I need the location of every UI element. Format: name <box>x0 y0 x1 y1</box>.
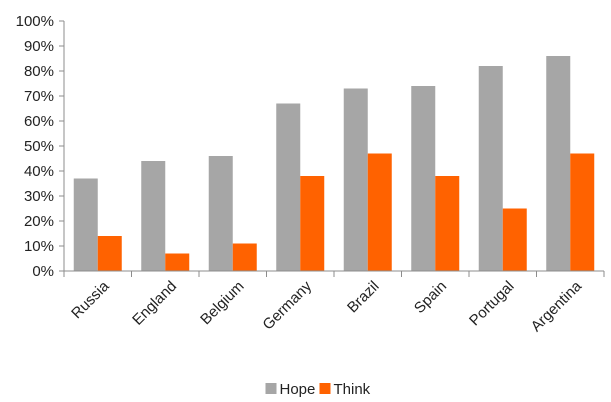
legend-label-hope: Hope <box>280 381 316 398</box>
y-tick-label: 50% <box>24 138 54 155</box>
legend-swatch-hope <box>265 383 277 394</box>
bar-think <box>570 153 595 271</box>
bar-think <box>165 253 190 271</box>
bar-hope <box>546 56 571 271</box>
x-tick-label: Brazil <box>344 278 383 317</box>
bar-think <box>502 208 527 271</box>
bar-hope <box>208 156 233 271</box>
x-tick-label: England <box>129 278 180 329</box>
y-axis: 0% 10% 20% 30% 40% 50% 60% 70% 80% 90% 100% <box>16 13 65 280</box>
y-tick-label: 70% <box>24 88 54 105</box>
legend-label-think: Think <box>334 381 371 398</box>
bar-think <box>300 176 325 271</box>
y-tick-label: 90% <box>24 38 54 55</box>
bar-think <box>97 236 122 271</box>
y-tick-label: 100% <box>16 13 54 30</box>
y-tick-label: 60% <box>24 113 54 130</box>
x-tick-label: Russia <box>68 277 113 322</box>
x-tick-label: Portugal <box>466 278 518 330</box>
x-tick-label: Spain <box>411 278 450 317</box>
y-tick-label: 30% <box>24 188 54 205</box>
y-tick-label: 80% <box>24 63 54 80</box>
bars <box>73 56 595 271</box>
legend-swatch-think <box>319 383 331 394</box>
bar-hope <box>141 161 166 271</box>
x-tick-label: Belgium <box>197 278 247 328</box>
bar-hope <box>411 86 436 271</box>
x-axis: Russia England Belgium Germany Brazil Spain Po… <box>63 270 605 335</box>
bar-hope <box>343 88 368 271</box>
bar-hope <box>73 178 98 271</box>
bar-think <box>367 153 392 271</box>
bar-think <box>435 176 460 271</box>
y-tick-label: 10% <box>24 238 54 255</box>
bar-think <box>232 243 257 271</box>
y-tick-label: 40% <box>24 163 54 180</box>
bar-hope <box>478 66 503 271</box>
x-tick-label: Argentina <box>528 277 586 335</box>
bar-hope <box>276 103 301 271</box>
legend: Hope Think <box>265 381 371 398</box>
x-tick-label: Germany <box>259 277 315 333</box>
y-tick-label: 20% <box>24 213 54 230</box>
y-tick-label: 0% <box>32 263 54 280</box>
